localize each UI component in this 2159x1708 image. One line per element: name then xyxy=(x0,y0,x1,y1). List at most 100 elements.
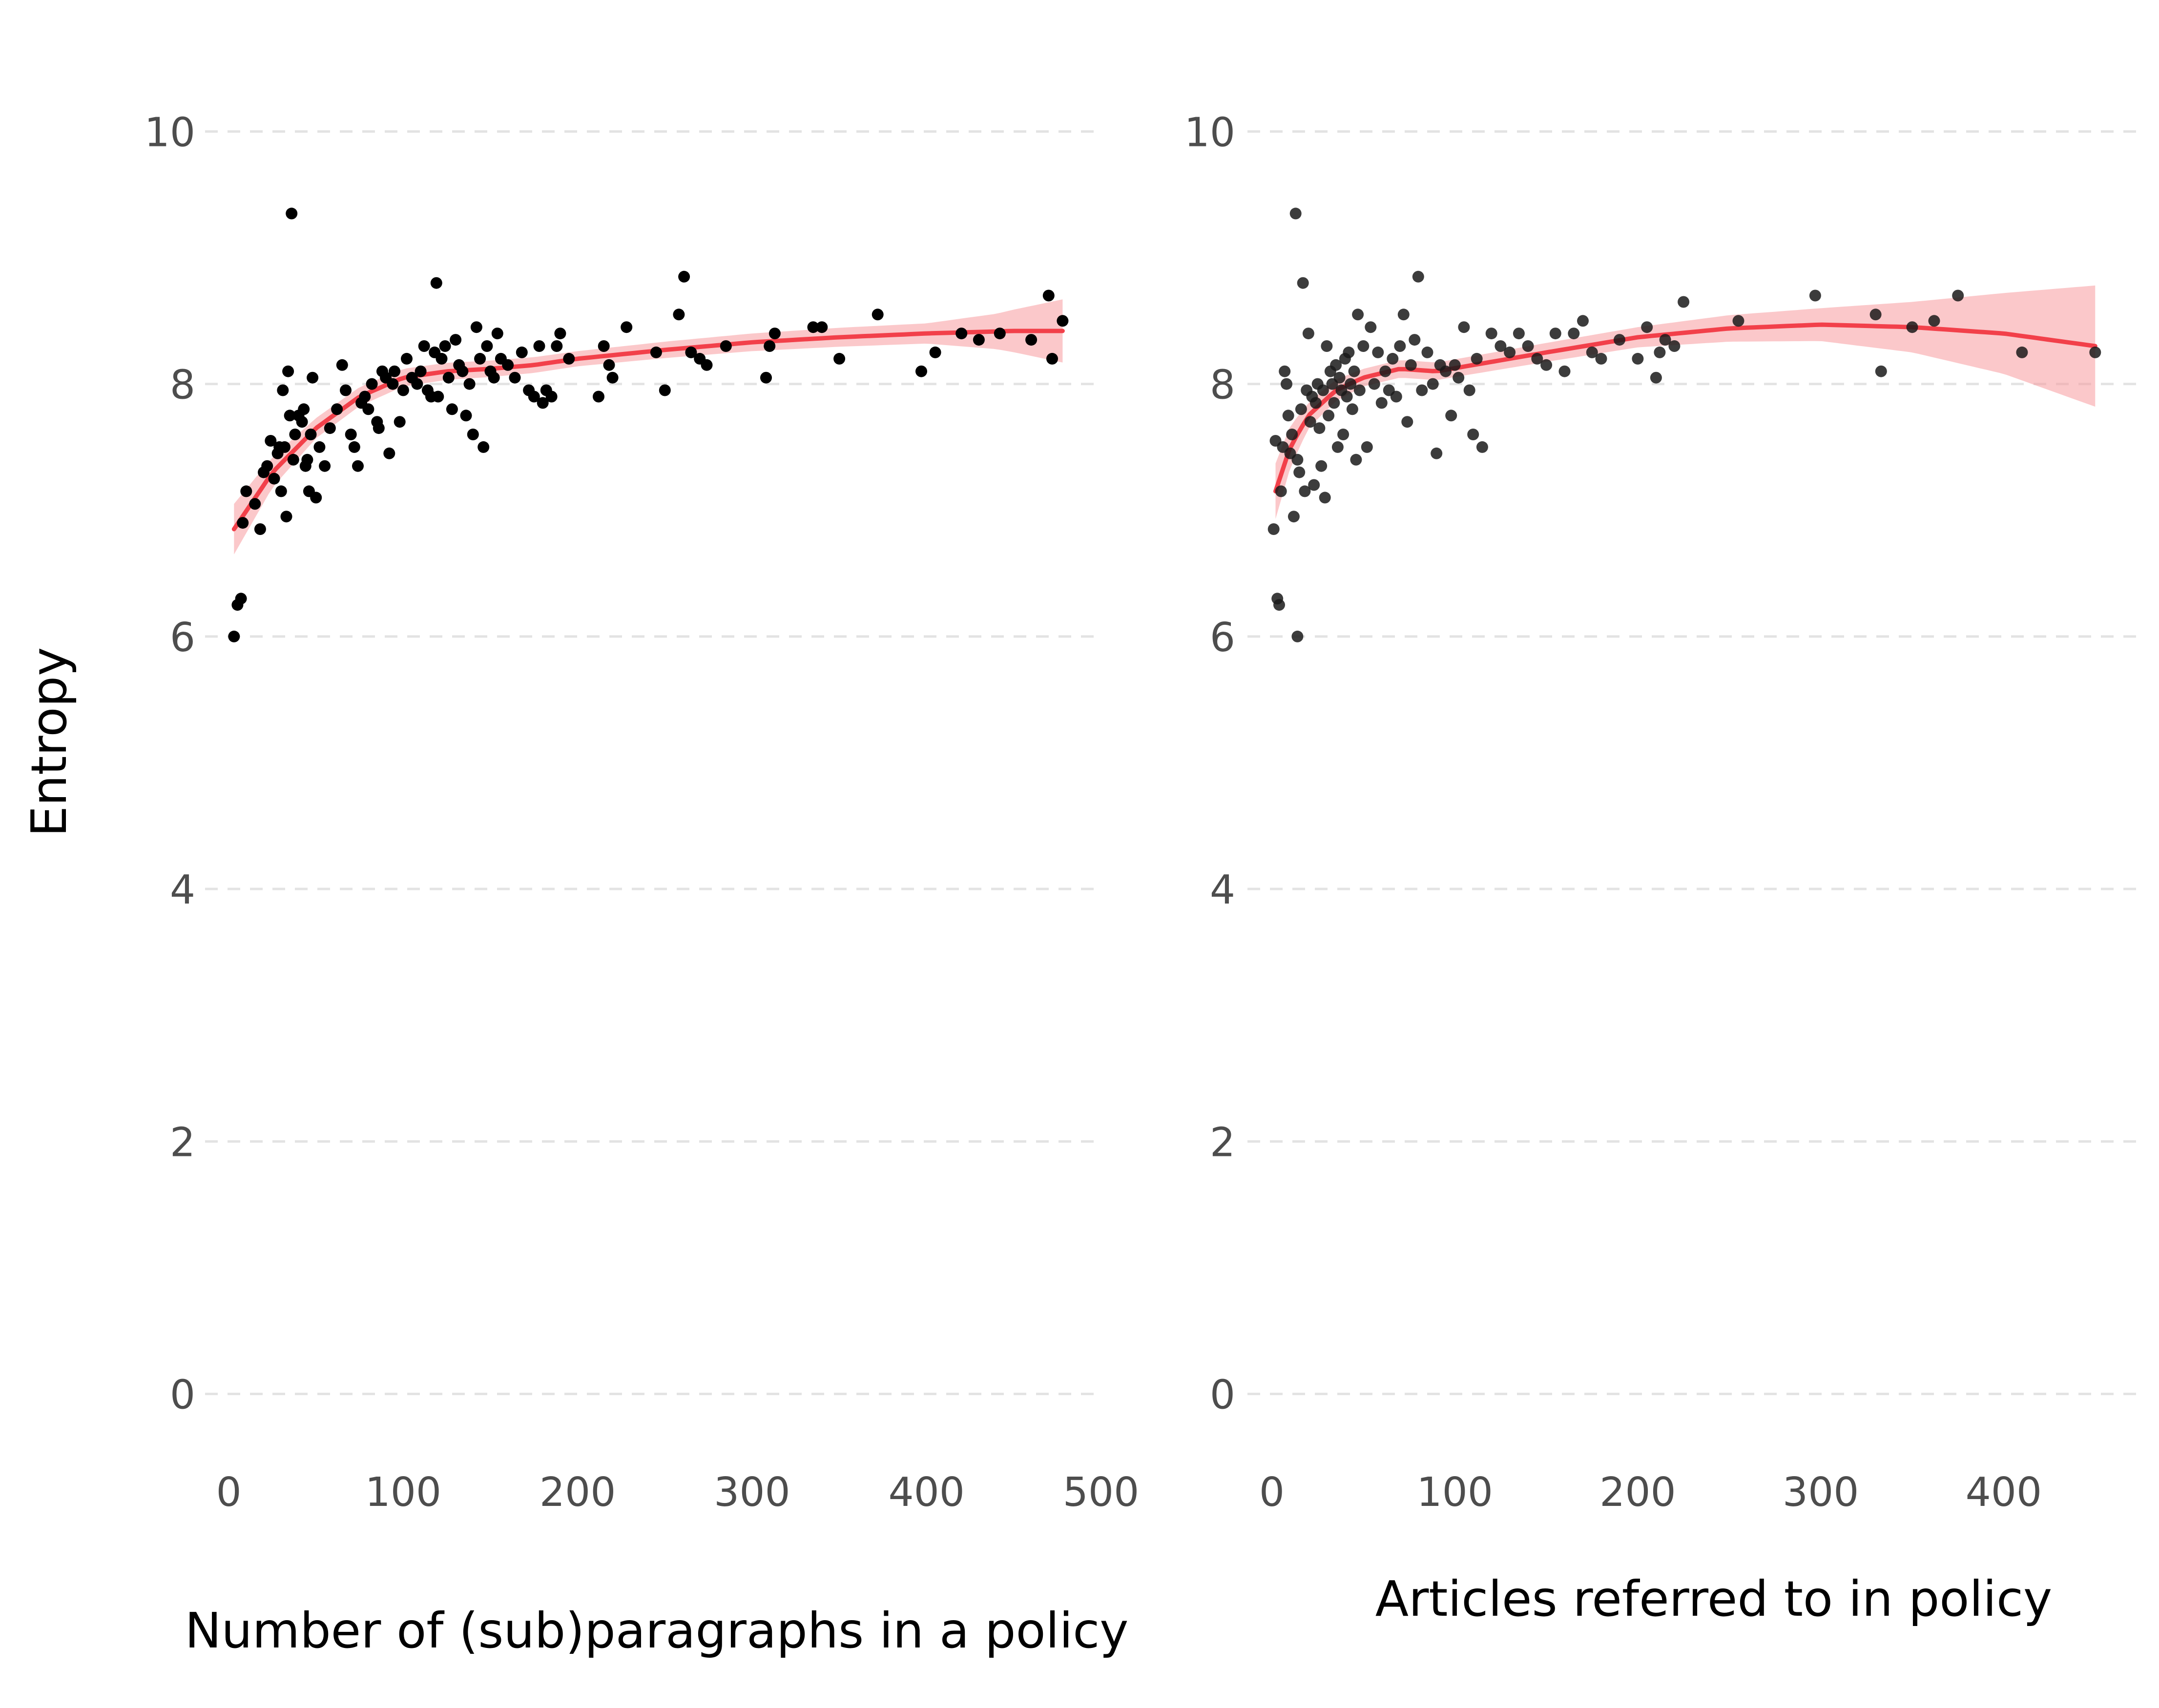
data-point xyxy=(2089,346,2101,358)
data-point xyxy=(685,346,697,358)
data-point xyxy=(1346,403,1358,415)
data-point xyxy=(268,473,280,485)
data-point xyxy=(432,391,444,403)
x-tick-label-200: 200 xyxy=(540,1469,616,1516)
data-point xyxy=(265,435,277,447)
data-point xyxy=(481,340,493,352)
data-point xyxy=(1331,441,1344,453)
data-point xyxy=(1279,365,1291,377)
data-point xyxy=(603,359,615,371)
data-point xyxy=(415,365,427,377)
data-point xyxy=(516,346,528,358)
data-point xyxy=(430,277,442,289)
data-point xyxy=(537,397,549,409)
data-point xyxy=(1046,352,1058,365)
confidence-band xyxy=(234,299,1063,555)
data-point xyxy=(477,441,490,453)
data-point xyxy=(1281,378,1292,390)
data-point xyxy=(1390,391,1402,403)
x-tick-labels: 0 100 200 300 400 500 xyxy=(216,1469,1139,1516)
panel-articles: 0 2 4 6 8 10 0 100 200 300 400 Articles referred … xyxy=(1184,109,2143,1627)
data-point xyxy=(397,384,409,396)
data-point xyxy=(1308,479,1320,491)
data-point xyxy=(1323,410,1335,422)
data-point xyxy=(1387,352,1399,365)
data-point xyxy=(450,334,462,346)
data-point xyxy=(1495,340,1507,352)
data-point xyxy=(1025,334,1038,346)
data-point xyxy=(678,270,690,283)
data-point xyxy=(1558,365,1571,377)
data-point xyxy=(1952,289,1964,302)
data-point xyxy=(237,517,249,529)
data-point xyxy=(305,429,317,440)
data-point xyxy=(235,593,247,605)
data-point xyxy=(1319,492,1331,504)
x-axis-title: Number of (sub)paragraphs in a policy xyxy=(185,1602,1129,1659)
data-point xyxy=(764,340,776,352)
data-point xyxy=(1476,441,1488,453)
data-point xyxy=(1309,397,1322,409)
data-point xyxy=(1531,352,1543,365)
data-point xyxy=(1549,328,1561,340)
data-point xyxy=(1732,315,1744,327)
data-point xyxy=(1869,309,1882,321)
data-point xyxy=(298,403,310,415)
data-point xyxy=(1341,391,1353,403)
data-point xyxy=(261,460,273,472)
data-point xyxy=(1568,328,1580,340)
data-point xyxy=(1440,365,1452,377)
data-point xyxy=(1678,296,1690,308)
data-point xyxy=(1293,466,1306,478)
data-point xyxy=(973,334,985,346)
data-point xyxy=(1412,270,1424,283)
data-point xyxy=(1650,371,1662,384)
data-point xyxy=(275,485,287,497)
data-point xyxy=(383,447,395,459)
data-point xyxy=(1273,599,1285,611)
data-point xyxy=(401,352,413,365)
data-point xyxy=(460,410,472,422)
data-point xyxy=(1906,321,1918,333)
data-point xyxy=(1375,397,1388,409)
data-point xyxy=(1042,289,1055,302)
y-tick-label-10: 10 xyxy=(145,109,195,156)
data-point xyxy=(1875,365,1887,377)
scatter-points xyxy=(1267,207,2101,642)
data-point xyxy=(1299,485,1311,497)
y-tick-label-8: 8 xyxy=(1210,362,1235,409)
data-point xyxy=(1317,384,1329,396)
data-point xyxy=(1361,441,1373,453)
data-point xyxy=(1057,315,1069,327)
data-point xyxy=(1427,378,1439,390)
data-point xyxy=(319,460,331,472)
data-point xyxy=(1379,365,1391,377)
y-tick-label-4: 4 xyxy=(170,867,195,913)
data-point xyxy=(287,453,299,466)
data-point xyxy=(1809,289,1821,302)
data-point xyxy=(442,371,455,384)
data-point xyxy=(1614,334,1625,346)
data-point xyxy=(446,403,458,415)
data-point xyxy=(528,391,540,403)
data-point xyxy=(872,309,884,321)
data-point xyxy=(1348,365,1360,377)
data-point xyxy=(2016,346,2028,358)
data-point xyxy=(1463,384,1475,396)
data-point xyxy=(1431,447,1443,459)
data-point xyxy=(1522,340,1534,352)
data-point xyxy=(1586,346,1598,358)
data-point xyxy=(282,365,294,377)
data-point xyxy=(362,403,374,415)
data-point xyxy=(389,365,400,377)
data-point xyxy=(621,321,633,333)
y-tick-labels: 0 2 4 6 8 10 xyxy=(145,109,195,1418)
data-point xyxy=(1368,378,1380,390)
data-point xyxy=(1421,346,1433,358)
data-point xyxy=(249,498,261,510)
data-point xyxy=(1287,511,1300,523)
data-point xyxy=(533,340,545,352)
smooth-line xyxy=(231,329,1065,532)
data-point xyxy=(387,378,399,390)
data-point xyxy=(593,391,604,403)
